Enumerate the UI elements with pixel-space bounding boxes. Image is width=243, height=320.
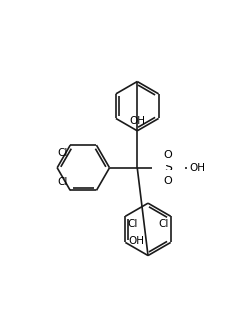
Text: O: O	[164, 176, 173, 186]
Text: Cl: Cl	[58, 148, 68, 158]
Text: OH: OH	[129, 236, 144, 246]
Text: OH: OH	[129, 116, 145, 126]
Text: O: O	[164, 150, 173, 160]
Text: Cl: Cl	[158, 219, 168, 229]
Text: Cl: Cl	[128, 219, 138, 229]
Text: OH: OH	[190, 163, 206, 173]
Text: S: S	[164, 161, 172, 174]
Text: Cl: Cl	[58, 177, 68, 187]
